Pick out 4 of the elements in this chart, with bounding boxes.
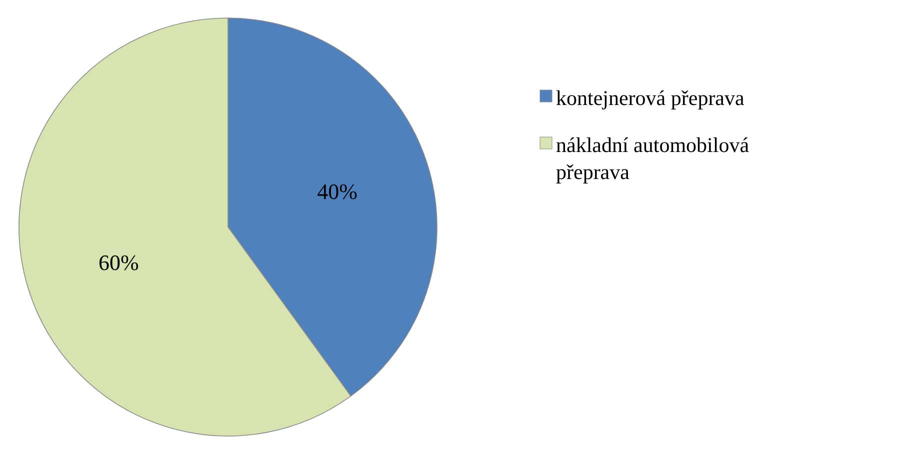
data-label: 40% [317,178,358,204]
data-label: 60% [98,250,139,276]
legend-label: kontejnerová přeprava [556,86,745,110]
legend-label: nákladní automobilová přeprava [556,133,750,184]
